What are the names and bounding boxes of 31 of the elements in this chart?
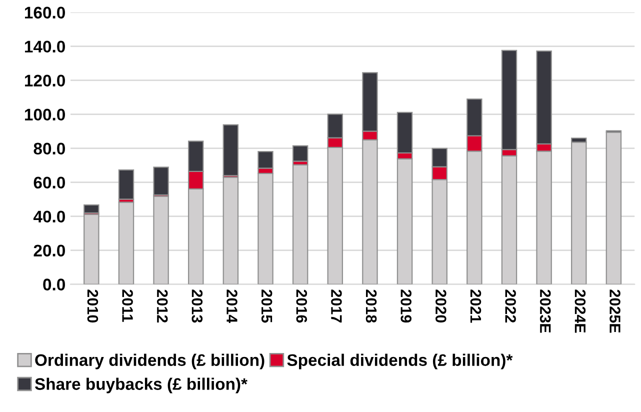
y-tick-label: 60.0 <box>34 176 65 189</box>
y-tick-label: 160.0 <box>24 6 65 19</box>
x-tick-label: 2018 <box>366 290 377 323</box>
x-tick-label: 2011 <box>122 290 133 322</box>
y-tick-label: 100.0 <box>24 108 65 121</box>
x-tick-label: 2010 <box>87 290 98 322</box>
legend-label: Ordinary dividends (£ billion) <box>35 354 264 370</box>
x-tick-label: 2022 <box>505 290 516 323</box>
bar <box>118 169 134 200</box>
x-tick-label: 2015 <box>261 290 272 323</box>
x-tick-label: 2013 <box>192 290 203 323</box>
x-tick-label: 2025E <box>610 290 620 333</box>
x-tick-label: 2014 <box>226 290 238 324</box>
y-tick-label: 120.0 <box>24 74 65 87</box>
x-tick-label: 2024E <box>574 290 586 333</box>
legend-label: Share buybacks (£ billion)* <box>34 378 248 394</box>
x-tick-label: 2019 <box>400 290 412 323</box>
x-tick-label: 2021 <box>470 290 482 323</box>
y-tick-label: 80.0 <box>34 142 65 155</box>
x-tick-label: 2016 <box>296 290 308 323</box>
legend-label: Special dividends (£ billion)* <box>287 354 513 370</box>
x-tick-label: 2020 <box>436 290 446 322</box>
x-tick-label: 2012 <box>156 290 168 323</box>
x-tick-label: 2023E <box>540 290 551 333</box>
y-tick-label: 40.0 <box>33 210 65 223</box>
y-tick-label: 0.0 <box>43 278 65 290</box>
y-tick-label: 20.0 <box>34 244 65 256</box>
y-tick-label: 140.0 <box>24 40 65 53</box>
x-tick-label: 2017 <box>331 290 342 322</box>
bar <box>222 124 239 176</box>
bar <box>292 145 308 162</box>
